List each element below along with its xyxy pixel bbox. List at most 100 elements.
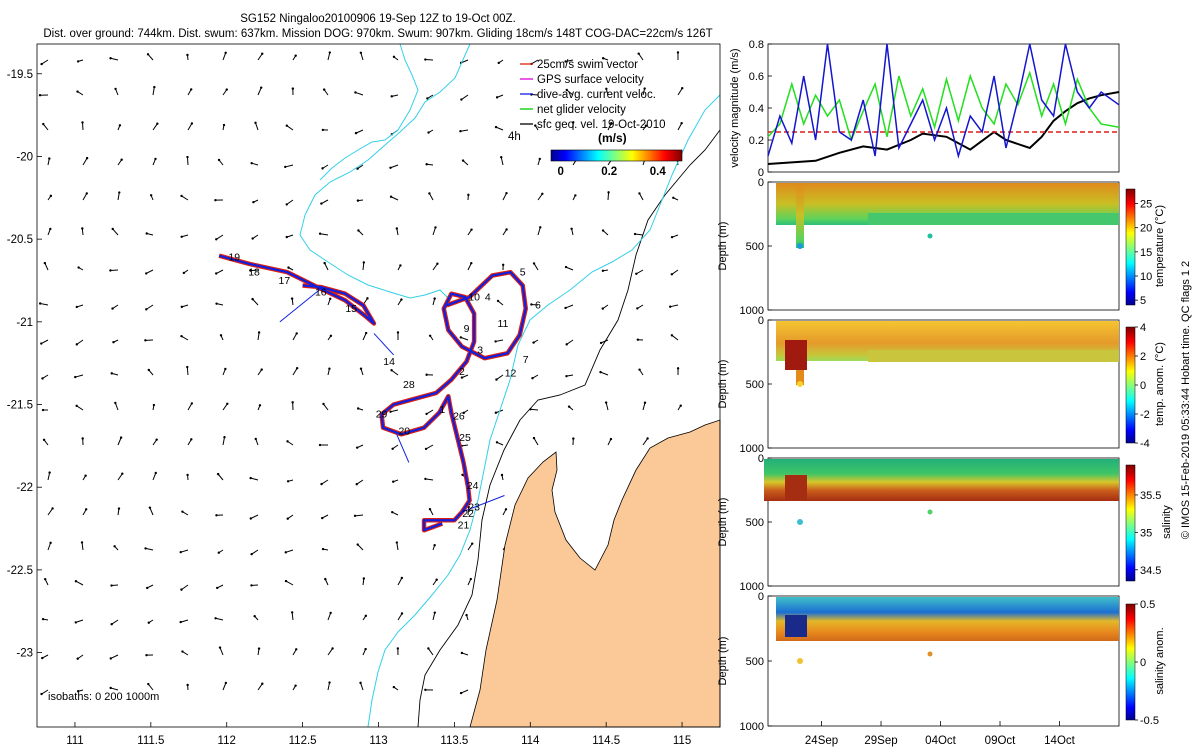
current-arrow-head (41, 656, 44, 660)
land (469, 419, 721, 728)
current-arrow (362, 332, 367, 341)
current-arrow (432, 227, 436, 236)
current-arrow-head (679, 404, 682, 407)
current-arrow (642, 402, 646, 411)
current-arrow-head (356, 167, 359, 170)
day-label: 16 (315, 286, 327, 298)
legend-item-geo: sfc geo. vel. 19-Oct-2010 (520, 119, 665, 131)
current-arrow-head (42, 438, 46, 442)
current-arrow (110, 654, 119, 659)
current-arrow (250, 514, 259, 519)
current-arrow-head (285, 124, 289, 127)
current-arrow-head (395, 227, 399, 230)
current-arrow-head (609, 437, 613, 441)
current-arrow-head (254, 437, 257, 441)
current-arrow (186, 156, 189, 166)
current-arrow-head (501, 263, 505, 267)
current-arrow (355, 91, 364, 96)
current-arrow-head (681, 87, 684, 90)
current-arrow-head (74, 621, 77, 624)
depth-tick-label: 500 (746, 379, 764, 391)
day-label: 12 (505, 367, 517, 379)
current-arrow-head (294, 684, 297, 687)
current-arrow-head (147, 621, 150, 624)
current-arrow-head (284, 579, 288, 583)
temperature-deep-layer (868, 213, 1119, 225)
current-arrow (117, 192, 120, 201)
current-arrow (600, 371, 609, 376)
current-arrow-head (496, 299, 500, 303)
current-arrow-head (321, 516, 324, 520)
current-arrow-head (359, 51, 363, 54)
current-arrow-head (249, 517, 253, 520)
current-arrow-head (291, 401, 294, 404)
current-arrow (187, 403, 193, 411)
day-label: 4 (485, 291, 491, 303)
current-arrow (114, 402, 119, 411)
isobath-note: isobaths: 0 200 1000m (48, 691, 159, 703)
dac-arrow (279, 288, 322, 323)
current-arrow-head (643, 87, 646, 90)
current-arrow-head (214, 617, 217, 620)
temp-anom-colorbar-ticks: -4 -2 0 2 4 (1135, 322, 1150, 450)
day-label: 11 (498, 318, 509, 330)
current-arrow-head (532, 341, 535, 344)
current-arrow (110, 687, 119, 691)
current-arrow-head (112, 341, 115, 344)
map-legend: 25cm/s swim vector GPS surface velocity … (508, 59, 683, 178)
current-arrow-head (391, 447, 394, 450)
current-arrow-head (534, 124, 537, 127)
current-arrow-head (604, 401, 608, 404)
current-arrow-head (459, 336, 463, 339)
current-arrow-head (494, 340, 497, 343)
current-arrow (181, 195, 189, 201)
current-arrow (75, 580, 84, 586)
current-arrow-head (435, 578, 438, 581)
current-arrow (360, 682, 364, 691)
current-arrow-head (425, 373, 428, 376)
colorbar-tick-label: 0.4 (650, 166, 667, 178)
current-arrow-head (392, 685, 396, 689)
current-arrow (320, 233, 329, 236)
velocity-ylabel: velocity magnitude (m/s) (729, 48, 741, 167)
svg-text:sfc geo. vel. 19-Oct-2010: sfc geo. vel. 19-Oct-2010 (537, 119, 665, 131)
current-arrow-head (257, 647, 261, 650)
salinity-dive-1-tip (797, 519, 803, 525)
current-arrow-head (145, 308, 148, 311)
current-arrow-head (427, 647, 430, 650)
current-arrow-head (329, 297, 332, 301)
current-arrow (390, 196, 399, 201)
current-arrow (502, 192, 507, 201)
current-arrow-head (359, 681, 362, 685)
current-arrow-head (249, 476, 252, 480)
current-arrow-head (291, 87, 295, 90)
current-arrow-head (567, 405, 571, 408)
current-arrow-head (570, 227, 573, 230)
time-x-ticks: 24Sep 29Sep 04Oct 09Oct 14Oct (805, 721, 1076, 747)
current-arrow-head (359, 367, 363, 370)
current-arrow-head (329, 334, 333, 338)
map-x-ticks: 111 111.5 112 112.5 113 113.5 114 114.5 115 (66, 722, 691, 747)
map-x-tick-label: 115 (673, 735, 691, 747)
map-x-tick-label: 112 (218, 735, 236, 747)
colorbar-unit: (m/s) (598, 131, 627, 145)
current-arrow-head (180, 305, 184, 309)
velocity-colorbar-ticks: 0 0.2 0.4 (558, 166, 667, 178)
current-arrow-head (249, 269, 252, 272)
current-arrow (321, 479, 329, 485)
current-arrow (47, 508, 53, 516)
current-arrow-head (148, 506, 152, 509)
current-arrow (670, 304, 679, 308)
current-arrow (355, 129, 364, 134)
current-arrow-head (395, 541, 399, 544)
current-arrow (149, 507, 154, 516)
current-arrow (467, 263, 472, 271)
current-arrow-head (469, 577, 472, 581)
current-arrow-head (364, 331, 368, 335)
current-arrow-head (564, 60, 567, 63)
depth-tick-label: 500 (746, 517, 764, 529)
current-arrow (41, 689, 49, 695)
current-arrow (425, 444, 434, 450)
day-label: 10 (468, 291, 480, 303)
current-arrow-head (226, 402, 229, 405)
